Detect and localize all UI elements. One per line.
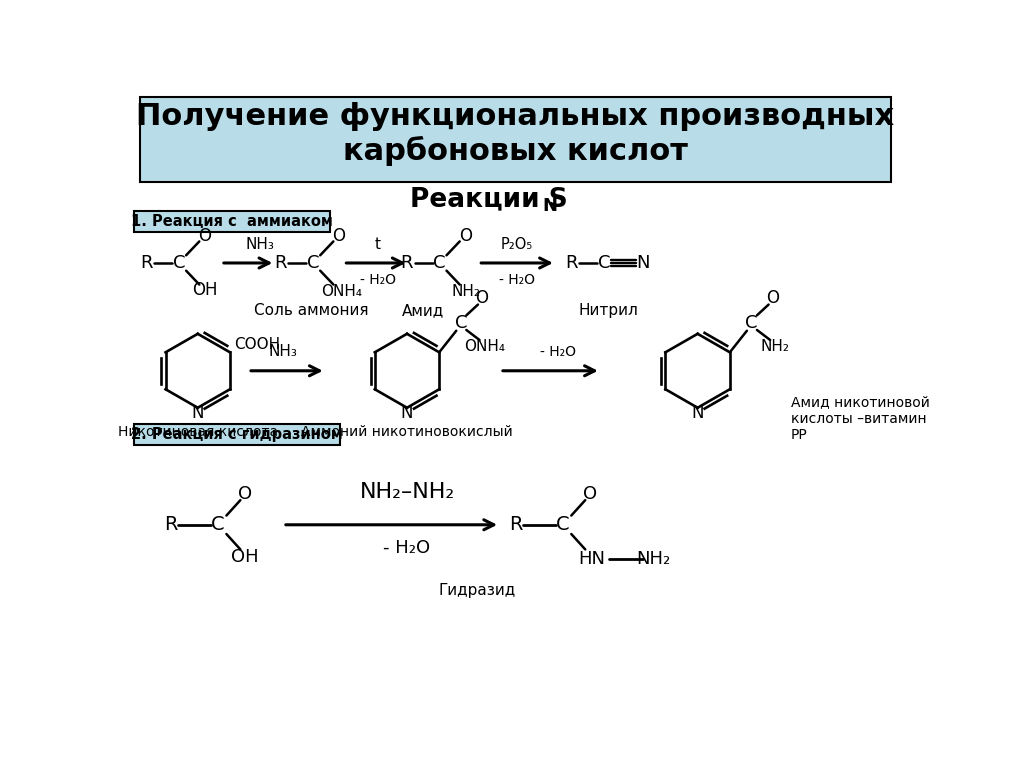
Text: C: C — [745, 314, 758, 332]
Text: P₂O₅: P₂O₅ — [501, 237, 534, 252]
Text: Нитрил: Нитрил — [579, 303, 638, 318]
Text: Амид: Амид — [401, 303, 443, 318]
Text: Гидразид: Гидразид — [438, 583, 515, 597]
Text: NH₂–NH₂: NH₂–NH₂ — [359, 482, 455, 502]
Text: HN: HN — [578, 550, 605, 568]
FancyBboxPatch shape — [134, 211, 330, 232]
Text: O: O — [766, 289, 779, 308]
Text: O: O — [199, 227, 211, 245]
Text: N: N — [191, 404, 204, 422]
Text: OH: OH — [231, 548, 259, 566]
Text: R: R — [140, 254, 153, 272]
Text: NH₂: NH₂ — [636, 550, 671, 568]
Text: NH₃: NH₃ — [246, 237, 274, 252]
Text: NH₃: NH₃ — [268, 344, 297, 359]
Text: t: t — [375, 237, 381, 252]
Text: C: C — [556, 515, 569, 535]
Text: R: R — [400, 254, 414, 272]
Text: R: R — [274, 254, 287, 272]
Text: Реакции S: Реакции S — [410, 187, 567, 212]
Text: R: R — [509, 515, 522, 535]
Text: C: C — [598, 254, 610, 272]
Text: NH₂: NH₂ — [760, 339, 790, 354]
Text: - H₂O: - H₂O — [359, 273, 395, 287]
Text: O: O — [583, 485, 597, 503]
Text: 2. Реакция с гидразином: 2. Реакция с гидразином — [131, 427, 342, 443]
Text: O: O — [333, 227, 345, 245]
Text: R: R — [164, 515, 177, 535]
Text: O: O — [475, 289, 488, 308]
Text: N: N — [543, 197, 558, 215]
Text: R: R — [565, 254, 578, 272]
Text: 1. Реакция с  аммиаком: 1. Реакция с аммиаком — [131, 214, 333, 229]
Text: Амид никотиновой
кислоты –витамин
РР: Амид никотиновой кислоты –витамин РР — [791, 395, 930, 442]
Text: COOH: COOH — [233, 337, 280, 352]
Text: OH: OH — [191, 281, 217, 299]
Text: Получение функциональных производных
карбоновых кислот: Получение функциональных производных кар… — [136, 103, 895, 166]
Text: C: C — [211, 515, 224, 535]
Text: - H₂O: - H₂O — [540, 344, 577, 358]
Text: - H₂O: - H₂O — [499, 273, 536, 287]
Text: Никотиновая кислота: Никотиновая кислота — [118, 426, 278, 439]
Text: O: O — [459, 227, 472, 245]
Text: C: C — [307, 254, 319, 272]
FancyBboxPatch shape — [139, 97, 891, 182]
Text: C: C — [455, 314, 467, 332]
Text: NH₂: NH₂ — [452, 284, 480, 299]
Text: O: O — [238, 485, 252, 503]
Text: ONH₄: ONH₄ — [464, 339, 505, 354]
Text: N: N — [637, 254, 650, 272]
Text: - H₂O: - H₂O — [383, 539, 430, 557]
Text: C: C — [173, 254, 185, 272]
Text: C: C — [433, 254, 445, 272]
Text: Соль аммония: Соль аммония — [254, 303, 369, 318]
Text: N: N — [400, 404, 414, 422]
Text: ONH₄: ONH₄ — [321, 284, 361, 299]
FancyBboxPatch shape — [134, 424, 340, 446]
Text: N: N — [691, 404, 703, 422]
Text: Аммоний никотиновокислый: Аммоний никотиновокислый — [301, 426, 513, 439]
